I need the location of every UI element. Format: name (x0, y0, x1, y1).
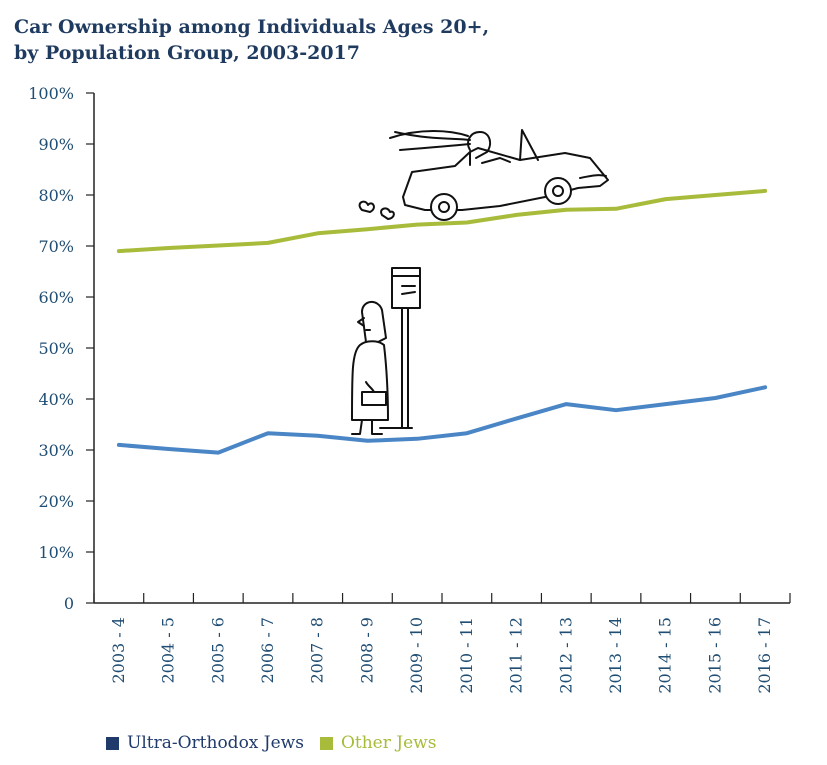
y-tick-label: 90% (38, 135, 74, 154)
legend-label-ultra-orthodox: Ultra-Orthodox Jews (127, 733, 304, 753)
x-tick-label: 2011 - 12 (507, 617, 526, 694)
series-line-ultra-orthodox (116, 385, 768, 455)
x-tick-label: 2015 - 16 (705, 617, 724, 694)
x-tick-label: 2003 - 4 (109, 617, 128, 683)
legend-item-ultra-orthodox: Ultra-Orthodox Jews (106, 733, 304, 753)
x-tick-label: 2008 - 9 (357, 617, 376, 683)
x-tick-label: 2012 - 13 (556, 617, 575, 694)
x-tick-label: 2013 - 14 (606, 617, 625, 694)
series-line-other-jews (116, 188, 768, 254)
legend-item-other-jews: Other Jews (319, 733, 437, 753)
x-tick-label: 2009 - 10 (407, 617, 426, 694)
y-tick-label: 10% (38, 543, 74, 562)
y-tick-label: 30% (38, 441, 74, 460)
x-tick-label: 2007 - 8 (308, 617, 327, 683)
x-tick-label: 2004 - 5 (159, 617, 178, 683)
series-lines (116, 188, 768, 455)
y-tick-labels: 0 10% 20% 30% 40% 50% 60% 70% 80% 90% 100% (28, 84, 74, 613)
axes (86, 92, 791, 604)
chart-title-line1: Car Ownership among Individuals Ages 20+… (14, 16, 490, 38)
x-tick-label: 2005 - 6 (208, 617, 227, 683)
y-tick-label: 40% (38, 390, 74, 409)
car-illustration (358, 129, 609, 221)
chart-subtitle: by Population Group, 2003-2017 (14, 42, 360, 64)
x-tick-label: 2016 - 17 (755, 617, 774, 694)
y-tick-label: 70% (38, 237, 74, 256)
y-tick-label: 0 (64, 594, 74, 613)
legend-label-other-jews: Other Jews (340, 733, 437, 753)
y-tick-label: 80% (38, 186, 74, 205)
y-tick-label: 100% (28, 84, 74, 103)
legend-swatch-ultra-orthodox (106, 736, 119, 750)
x-tick-label: 2014 - 15 (656, 617, 675, 694)
x-tick-label: 2010 - 11 (457, 617, 476, 694)
legend: Ultra-Orthodox Jews Other Jews (106, 733, 452, 753)
legend-swatch-other-jews (319, 736, 333, 750)
bus-stop-illustration (351, 267, 421, 435)
x-tick-labels: 2003 - 4 2004 - 5 2005 - 6 2006 - 7 2007 - 8… (109, 617, 774, 694)
y-tick-label: 50% (38, 339, 74, 358)
chart-title: Car Ownership among Individuals Ages 20+… (14, 14, 489, 66)
x-tick-label: 2006 - 7 (258, 617, 277, 683)
y-tick-label: 60% (38, 288, 74, 307)
y-tick-label: 20% (38, 492, 74, 511)
